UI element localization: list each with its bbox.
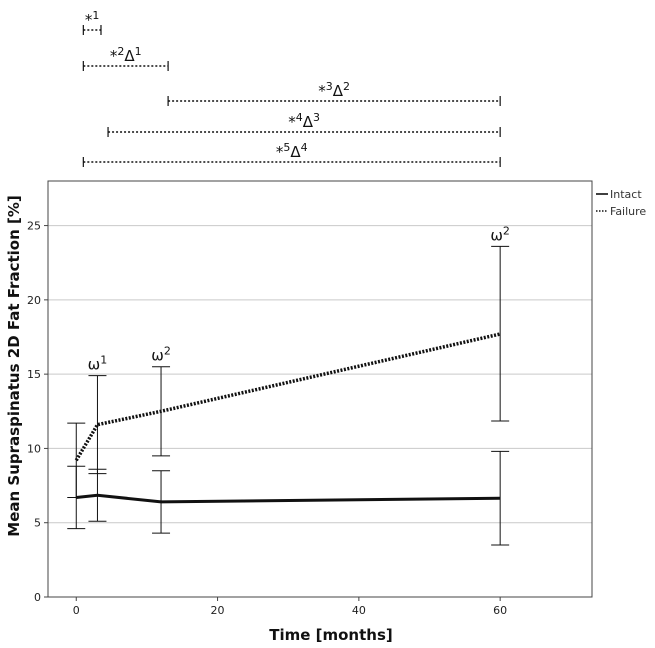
x-tick-label: 0 bbox=[73, 604, 80, 617]
bracket-label: *1 bbox=[85, 9, 100, 30]
y-tick-label: 0 bbox=[34, 591, 41, 604]
series-lines bbox=[67, 245, 510, 546]
plot-frame bbox=[47, 180, 593, 598]
grid-lines bbox=[48, 225, 592, 524]
bracket-label: *3Δ2 bbox=[318, 80, 350, 101]
axes: 0 5 10 15 20 25 0 20 40 60 bbox=[27, 180, 593, 617]
bracket-label: *4Δ3 bbox=[288, 111, 320, 132]
omega-annotation: ω2 bbox=[151, 344, 171, 365]
y-tick-label: 10 bbox=[27, 442, 41, 455]
series-line-intact bbox=[76, 493, 501, 504]
y-axis-title: Mean Supraspinatus 2D Fat Fraction [%] bbox=[5, 195, 23, 536]
x-axis-title: Time [months] bbox=[269, 626, 393, 644]
series-line-failure bbox=[74, 332, 501, 462]
legend-failure-label: Failure bbox=[610, 205, 646, 218]
x-tick-label: 60 bbox=[493, 604, 507, 617]
bracket-label: *2Δ1 bbox=[110, 45, 142, 66]
legend: Intact Failure bbox=[596, 188, 646, 218]
omega-annotation: ω2 bbox=[490, 224, 510, 245]
y-tick-label: 15 bbox=[27, 368, 41, 381]
y-tick-label: 5 bbox=[34, 517, 41, 530]
point-annotations: ω1 ω2 ω2 bbox=[88, 224, 510, 374]
x-tick-label: 20 bbox=[211, 604, 225, 617]
x-tick-label: 40 bbox=[352, 604, 366, 617]
y-tick-label: 20 bbox=[27, 294, 41, 307]
significance-brackets: *1 *2Δ1 *3Δ2 *4Δ3 *5Δ4 bbox=[82, 9, 501, 167]
omega-annotation: ω1 bbox=[88, 353, 108, 374]
legend-intact-label: Intact bbox=[610, 188, 642, 201]
y-tick-label: 25 bbox=[27, 220, 41, 233]
bracket-label: *5Δ4 bbox=[276, 141, 308, 162]
